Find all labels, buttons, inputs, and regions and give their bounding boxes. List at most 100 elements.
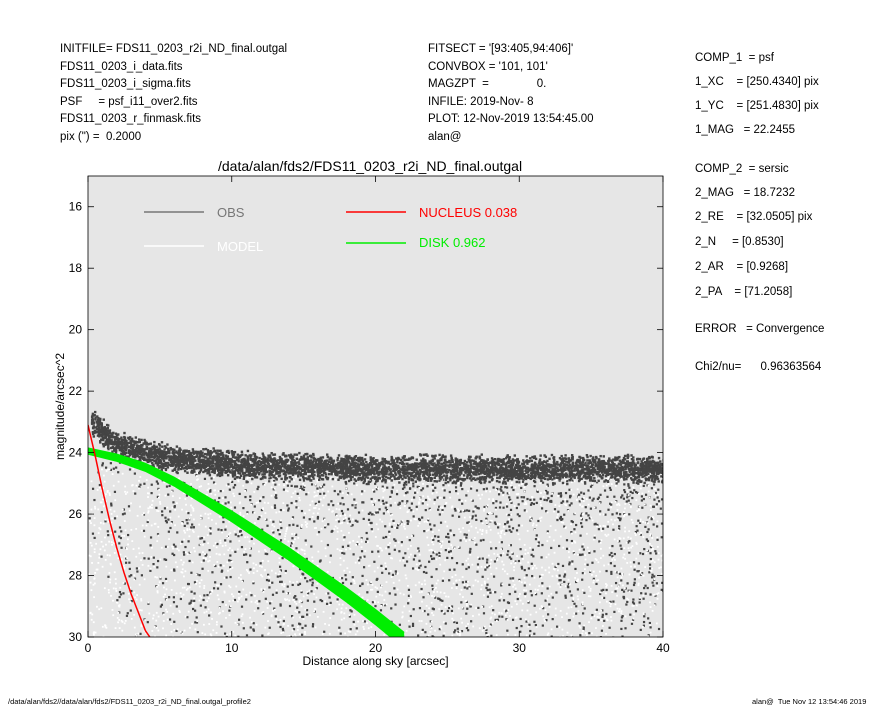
- param-2-ar: 2_AR = [0.9268]: [695, 261, 789, 273]
- obs-point: [350, 610, 353, 613]
- model-point: [121, 629, 124, 632]
- model-point: [608, 476, 610, 478]
- model-point: [632, 486, 635, 489]
- model-point: [302, 483, 305, 485]
- model-point: [208, 487, 211, 490]
- model-point: [338, 603, 341, 606]
- obs-point: [184, 545, 187, 549]
- obs-point: [509, 498, 512, 501]
- obs-point: [625, 603, 628, 606]
- model-point: [244, 536, 247, 539]
- model-point: [377, 487, 380, 490]
- model-point: [506, 619, 509, 621]
- obs-point: [161, 582, 165, 585]
- obs-point: [434, 486, 437, 489]
- model-point: [489, 617, 492, 620]
- obs-point: [465, 509, 469, 512]
- obs-point: [272, 531, 275, 534]
- model-point: [616, 607, 619, 610]
- model-point: [527, 561, 530, 564]
- model-point: [407, 547, 410, 550]
- obs-point: [448, 463, 452, 467]
- model-point: [297, 506, 300, 509]
- model-point: [219, 542, 222, 544]
- obs-point: [367, 480, 370, 483]
- model-point: [479, 497, 482, 500]
- obs-point: [431, 483, 434, 486]
- obs-point: [164, 558, 168, 561]
- model-point: [119, 586, 122, 589]
- obs-point: [640, 499, 643, 502]
- model-point: [338, 580, 341, 583]
- obs-point: [356, 543, 359, 546]
- model-point: [581, 589, 584, 592]
- obs-point: [627, 483, 630, 486]
- model-point: [525, 634, 528, 637]
- model-point: [221, 497, 224, 500]
- model-point: [346, 493, 349, 496]
- model-point: [615, 587, 618, 590]
- obs-point: [475, 518, 478, 522]
- model-point: [232, 599, 235, 602]
- obs-point: [558, 517, 562, 520]
- obs-point: [518, 481, 521, 484]
- model-point: [427, 481, 430, 483]
- obs-point: [371, 601, 375, 604]
- model-point: [344, 632, 346, 635]
- obs-point: [394, 603, 397, 606]
- model-point: [515, 603, 518, 606]
- model-point: [229, 605, 232, 608]
- model-point: [650, 560, 653, 563]
- obs-point: [240, 469, 243, 473]
- model-point: [325, 592, 328, 595]
- obs-point: [411, 471, 414, 475]
- model-point: [431, 537, 433, 540]
- obs-point: [474, 514, 477, 517]
- model-point: [451, 617, 454, 620]
- model-point: [540, 504, 542, 507]
- obs-point: [638, 521, 642, 524]
- model-point: [315, 596, 318, 599]
- model-point: [380, 503, 383, 506]
- model-point: [622, 638, 624, 640]
- model-point: [375, 595, 378, 598]
- model-point: [119, 641, 121, 643]
- model-point: [315, 527, 317, 529]
- obs-point: [626, 541, 630, 544]
- model-point: [290, 495, 293, 498]
- model-point: [648, 542, 651, 545]
- obs-point: [168, 484, 171, 488]
- model-point: [124, 555, 127, 558]
- obs-point: [432, 608, 435, 611]
- obs-point: [471, 517, 474, 520]
- obs-point: [643, 586, 646, 590]
- obs-point: [306, 599, 309, 602]
- model-point: [508, 518, 510, 521]
- model-point: [199, 543, 202, 546]
- model-point: [117, 637, 119, 639]
- model-point: [340, 607, 343, 610]
- model-point: [187, 638, 189, 640]
- obs-point: [375, 470, 379, 473]
- model-point: [172, 547, 174, 550]
- obs-point: [655, 503, 658, 506]
- model-point: [140, 624, 143, 627]
- model-point: [629, 537, 632, 540]
- model-point: [285, 482, 288, 484]
- model-point: [617, 540, 619, 542]
- obs-point: [557, 510, 560, 513]
- model-point: [262, 590, 265, 593]
- obs-point: [242, 507, 245, 510]
- obs-point: [361, 574, 364, 578]
- model-point: [295, 602, 298, 605]
- model-point: [457, 482, 460, 485]
- obs-point: [238, 618, 241, 621]
- obs-point: [512, 488, 515, 492]
- obs-point: [511, 527, 515, 530]
- model-point: [417, 524, 420, 527]
- obs-point: [275, 591, 278, 594]
- obs-point: [647, 634, 650, 637]
- model-point: [342, 534, 345, 537]
- model-point: [578, 548, 581, 551]
- obs-point: [605, 469, 609, 473]
